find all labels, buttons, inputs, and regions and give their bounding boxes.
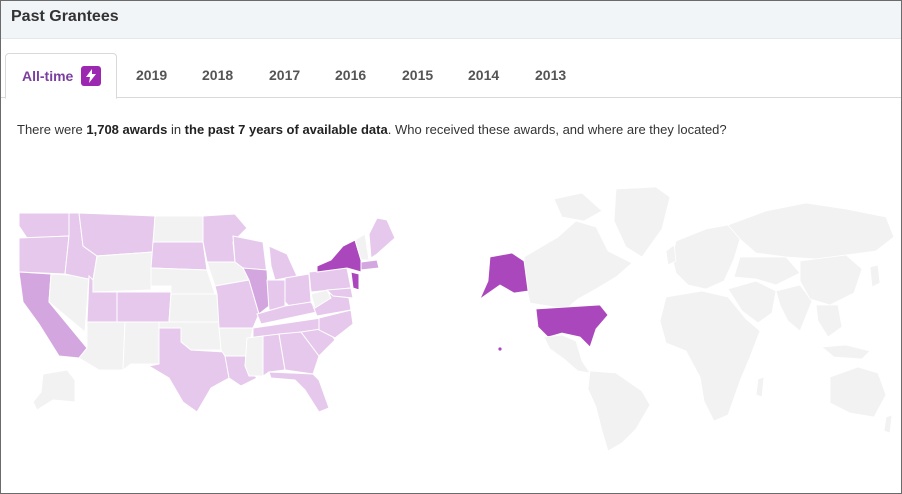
state-north-dakota[interactable]	[152, 215, 204, 243]
state-montana[interactable]	[78, 212, 156, 257]
region-australia[interactable]	[829, 366, 887, 418]
region-hawaii[interactable]	[497, 346, 503, 352]
tab-2015[interactable]: 2015	[402, 67, 434, 83]
state-indiana[interactable]	[266, 279, 286, 311]
state-south-dakota[interactable]	[150, 241, 208, 271]
region-southeast-asia[interactable]	[815, 304, 843, 338]
region-europe[interactable]	[671, 224, 741, 290]
tab-2017[interactable]: 2017	[269, 67, 301, 83]
state-washington[interactable]	[18, 212, 70, 239]
region-india[interactable]	[775, 284, 813, 332]
state-wyoming[interactable]	[92, 251, 154, 293]
state-oregon[interactable]	[18, 235, 70, 275]
region-canada[interactable]	[523, 220, 633, 310]
tab-2013[interactable]: 2013	[535, 67, 567, 83]
us-states-map	[18, 212, 396, 413]
region-middle-east[interactable]	[727, 280, 777, 324]
tab-2014[interactable]: 2014	[468, 67, 500, 83]
state-maine[interactable]	[368, 217, 396, 259]
world-map	[479, 186, 895, 452]
lightning-bolt-icon	[81, 66, 101, 86]
state-maryland[interactable]	[325, 287, 354, 299]
region-canada-islands[interactable]	[553, 192, 603, 222]
state-michigan[interactable]	[268, 245, 298, 281]
state-ohio[interactable]	[284, 273, 312, 307]
state-mississippi[interactable]	[244, 335, 264, 377]
state-florida[interactable]	[268, 371, 330, 413]
region-uk[interactable]	[665, 244, 677, 266]
region-japan[interactable]	[869, 264, 881, 288]
region-south-america[interactable]	[587, 370, 651, 452]
panel-header: Past Grantees	[1, 1, 901, 39]
region-new-zealand[interactable]	[883, 414, 893, 434]
region-mexico[interactable]	[543, 334, 591, 374]
tab-2016[interactable]: 2016	[335, 67, 367, 83]
state-georgia[interactable]	[278, 331, 320, 375]
region-united-states[interactable]	[535, 304, 609, 348]
state-new-mexico[interactable]	[122, 321, 160, 372]
state-texas[interactable]	[147, 327, 230, 413]
tab-all-time-label: All-time	[22, 68, 74, 84]
state-massachusetts[interactable]	[360, 259, 380, 271]
region-central-asia[interactable]	[733, 256, 801, 286]
region-africa[interactable]	[659, 290, 761, 422]
state-alaska[interactable]	[32, 369, 76, 411]
region-greenland[interactable]	[613, 186, 671, 258]
state-kansas[interactable]	[168, 293, 220, 323]
region-alaska[interactable]	[479, 252, 529, 301]
state-vermont-nh[interactable]	[354, 233, 370, 261]
region-madagascar[interactable]	[755, 376, 765, 398]
state-new-york[interactable]	[316, 239, 362, 273]
state-new-jersey[interactable]	[350, 271, 360, 291]
panel-title: Past Grantees	[11, 8, 119, 25]
tab-all-time[interactable]: All-time	[5, 53, 117, 99]
tab-2019[interactable]: 2019	[136, 67, 168, 83]
region-china[interactable]	[799, 254, 863, 306]
state-alabama[interactable]	[262, 333, 286, 377]
region-russia[interactable]	[727, 202, 895, 260]
state-south-carolina[interactable]	[300, 327, 336, 357]
year-tabs: All-time 2019 2018 2017 2016 2015 2014 2…	[1, 53, 901, 99]
state-illinois[interactable]	[242, 267, 270, 315]
awards-summary: There were 1,708 awards in the past 7 ye…	[17, 122, 727, 137]
tab-2018[interactable]: 2018	[202, 67, 234, 83]
state-colorado[interactable]	[116, 291, 172, 323]
state-nebraska[interactable]	[150, 267, 216, 295]
region-indonesia[interactable]	[820, 344, 871, 360]
